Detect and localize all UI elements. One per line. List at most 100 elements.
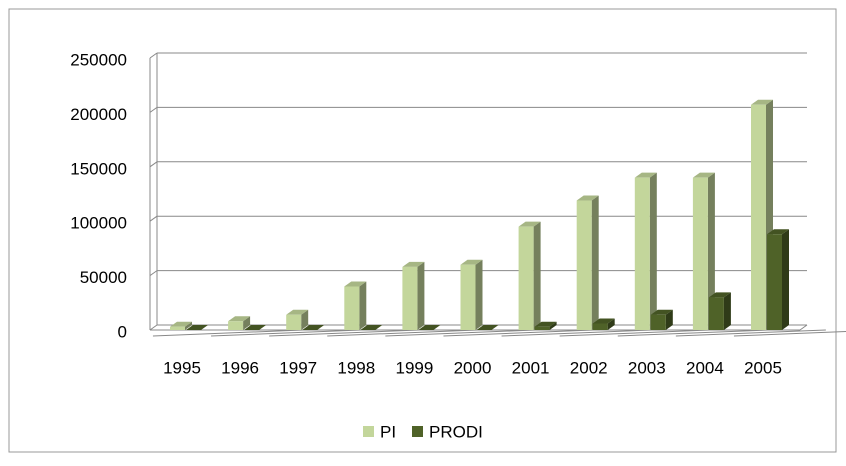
grid-line — [149, 106, 158, 113]
bar-face — [723, 292, 731, 330]
bar-face — [344, 286, 360, 330]
x-tick-label: 1999 — [395, 358, 433, 377]
x-tick — [733, 331, 846, 337]
y-tick-label: 250000 — [70, 50, 127, 69]
grid-line — [149, 270, 158, 277]
bar-face — [359, 281, 367, 330]
bar-face — [228, 316, 251, 322]
bar — [650, 309, 673, 330]
bar — [692, 172, 715, 330]
bar — [767, 229, 789, 330]
y-tick-label: 50000 — [80, 268, 127, 287]
bar — [418, 325, 441, 330]
bar-face — [592, 323, 608, 330]
bar-face — [302, 325, 325, 330]
bar — [708, 292, 731, 330]
legend-swatch — [412, 426, 423, 437]
x-tick-label: 1997 — [279, 358, 317, 377]
bar-face — [665, 309, 673, 330]
bar — [402, 261, 425, 330]
bar-face — [244, 325, 267, 330]
bar — [170, 321, 192, 330]
x-tick — [501, 329, 652, 337]
bar — [344, 281, 367, 330]
grid-line — [149, 161, 158, 168]
y-tick-label: 200000 — [70, 105, 127, 124]
bar — [518, 221, 541, 330]
bar-face — [576, 200, 592, 330]
x-tick — [152, 329, 303, 337]
bar-face — [650, 314, 666, 330]
bar — [476, 325, 499, 330]
bar-face — [185, 321, 192, 330]
grid-line — [149, 52, 158, 59]
bar-face — [243, 316, 251, 330]
x-tick — [269, 329, 420, 337]
bar — [634, 172, 657, 330]
bar — [576, 195, 599, 330]
bar — [534, 321, 557, 330]
bar-face — [402, 261, 425, 267]
bar — [186, 325, 208, 330]
bar-face — [649, 172, 657, 330]
y-tick-label: 0 — [118, 322, 127, 341]
x-tick — [675, 329, 826, 337]
bar-face — [576, 195, 599, 201]
x-tick — [559, 329, 710, 337]
y-tick-label: 100000 — [70, 214, 127, 233]
bar-face — [360, 325, 383, 330]
x-tick-label: 1995 — [163, 358, 201, 377]
x-tick — [327, 329, 478, 337]
bar-face — [767, 234, 782, 330]
bar-face — [607, 318, 615, 330]
bar-face — [533, 221, 541, 330]
bar — [244, 325, 267, 330]
bar-face — [286, 309, 309, 315]
x-tick-label: 2002 — [570, 358, 608, 377]
bar-face — [476, 325, 499, 330]
bar-face — [708, 292, 731, 298]
bar-face — [186, 325, 208, 330]
x-tick-label: 1998 — [337, 358, 375, 377]
bar-face — [591, 195, 599, 330]
x-tick — [617, 329, 768, 337]
bar-face — [650, 309, 673, 315]
bar-face — [344, 281, 367, 287]
bar-face — [692, 177, 708, 330]
grid-line — [149, 215, 158, 222]
bar-face — [708, 297, 724, 330]
bar-face — [692, 172, 715, 178]
x-tick-label: 2003 — [628, 358, 666, 377]
bar-face — [170, 326, 185, 330]
bar — [592, 318, 615, 330]
x-tick-label: 2001 — [512, 358, 550, 377]
bar-face — [228, 321, 244, 330]
bar — [302, 325, 325, 330]
x-tick-label: 2004 — [686, 358, 724, 377]
bar-face — [751, 104, 766, 330]
x-tick — [443, 329, 594, 337]
bar-face — [170, 321, 192, 327]
legend-label: PRODI — [429, 422, 483, 441]
bar-face — [751, 99, 773, 105]
bar-face — [634, 172, 657, 178]
bar-face — [475, 259, 483, 330]
bar-face — [418, 325, 441, 330]
bar-face — [767, 229, 789, 235]
bar-face — [782, 229, 789, 330]
x-tick-label: 2005 — [744, 358, 782, 377]
x-tick — [385, 329, 536, 337]
legend-label: PI — [380, 422, 396, 441]
legend-swatch — [363, 426, 374, 437]
bar — [228, 316, 251, 330]
bar-face — [286, 314, 302, 330]
bar-face — [301, 309, 309, 330]
bar — [460, 259, 483, 330]
bar-face — [707, 172, 715, 330]
x-tick-label: 1996 — [221, 358, 259, 377]
x-tick — [211, 329, 362, 337]
bar-face — [460, 259, 483, 265]
bar-face — [417, 261, 425, 330]
y-tick-label: 150000 — [70, 159, 127, 178]
